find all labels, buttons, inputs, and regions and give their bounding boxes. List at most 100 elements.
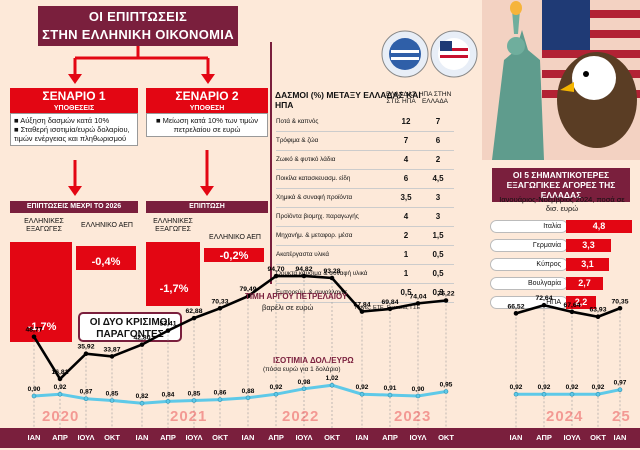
- timeline-month: ΙΟΥΛ: [409, 433, 427, 442]
- oil-value-label: 67,84: [353, 302, 370, 309]
- fx-value-label: 0,91: [384, 385, 397, 392]
- tariff-value: 12: [390, 112, 422, 132]
- fx-value-label: 1,02: [326, 375, 339, 382]
- fx-value-label: 0,90: [28, 386, 41, 393]
- scenario-2-gdp-label: ΕΛΛΗΝΙΚΟ ΑΕΠ: [209, 234, 261, 241]
- oil-fx-line-chart: 48,77 0,90 16,81 0,92 35,92 0,87 33,87 0,85 42,8…: [25, 266, 629, 428]
- fx-chart-title: ΙΣΟΤΙΜΙΑ ΔΟΛ./ΕΥΡΩ: [273, 356, 354, 365]
- markets-subtitle: Ιανουάριος-Νοέμβριος 2024, ποσά σε δισ. …: [499, 195, 625, 213]
- scenario-1-hypothesis-label: ΥΠΟΘΕΣΕΙΣ: [10, 104, 138, 113]
- tariff-category: Μηχανήμ. & μεταφορ. μέσα: [276, 226, 390, 246]
- fx-point: [415, 393, 421, 399]
- fx-value-label: 0,92: [538, 384, 551, 391]
- scenario-2-exports-label: ΕΛΛΗΝΙΚΕΣ ΕΞΑΓΩΓΕΣ: [153, 218, 193, 233]
- tariff-category: Προϊόντα βιομηχ. παραγωγής: [276, 207, 390, 227]
- oil-value-label: 35,92: [77, 344, 94, 351]
- oil-point: [217, 305, 223, 311]
- tariff-row: Ορυκτά καύσιμα & συναφή υλικά 1 0,5: [276, 264, 454, 284]
- tariff-value: 1: [390, 245, 422, 265]
- oil-point: [191, 315, 197, 321]
- oil-value-label: 48,77: [25, 327, 42, 334]
- oil-point: [569, 309, 575, 315]
- fx-point: [301, 386, 307, 392]
- fx-value-label: 0,85: [188, 391, 201, 398]
- fx-chart-subtitle: (πόσα ευρώ για 1 δολάριο): [263, 366, 341, 373]
- scenario-1-arrow: [68, 160, 82, 196]
- oil-point: [387, 306, 393, 312]
- oil-value-label: 94,70: [267, 266, 284, 273]
- oil-point: [109, 354, 115, 359]
- fx-series-line: [33, 383, 447, 405]
- tariff-value: 4,5: [422, 169, 454, 189]
- greek-flag-icon: [381, 30, 429, 78]
- tariff-category: Ορυκτά καύσιμα & συναφή υλικά: [276, 264, 390, 284]
- fx-value-label: 0,98: [298, 379, 311, 386]
- tariff-row: Ακατέργαστα υλικά 1 0,5: [276, 245, 454, 265]
- fx-value-label: 0,95: [440, 382, 453, 389]
- fx-point: [165, 399, 171, 404]
- market-row: Κύπρος 3,1: [490, 256, 638, 275]
- scenario-1-assumptions: ■ Αύξηση δασμών κατά 10% ■ Σταθερή ισοτι…: [10, 113, 138, 146]
- tariff-value: 3: [422, 188, 454, 208]
- market-bar: 2,2: [566, 296, 596, 309]
- tariff-category: Χημικά & συναφή προϊόντα: [276, 188, 390, 208]
- oil-value-label: 66,52: [507, 303, 524, 310]
- oil-point: [513, 311, 519, 316]
- tariff-value: 3: [422, 207, 454, 227]
- fx-point: [31, 393, 37, 399]
- market-bar: 2,7: [566, 277, 603, 290]
- tariff-value: 3,5: [390, 188, 422, 208]
- tariff-row: Εμπορεύμ. & συναλλαγές 0,5 0,3: [276, 283, 454, 303]
- tariff-value: 4: [390, 207, 422, 227]
- oil-series-line: [32, 274, 447, 381]
- tariff-row: Ζωικό & φυτικό λάδια 4 2: [276, 150, 454, 170]
- fx-point: [83, 396, 89, 402]
- fx-point: [329, 382, 335, 388]
- fx-value-label: 0,92: [510, 384, 523, 391]
- oil-point: [443, 298, 449, 303]
- fx-value-label: 0,87: [80, 389, 93, 396]
- fx-point: [513, 391, 519, 397]
- scenario-2-heading: ΣΕΝΑΡΙΟ 2: [146, 88, 268, 104]
- fx-value-label: 0,84: [162, 391, 175, 398]
- oil-value-label: 42,80: [133, 335, 150, 342]
- timeline-month: ΟΚΤ: [438, 433, 454, 442]
- tariff-category: Εμπορεύμ. & συναλλαγές: [276, 283, 390, 303]
- timeline-month: ΟΚΤ: [104, 433, 120, 442]
- fx-point: [273, 391, 279, 397]
- scenario-1-exports-label: ΕΛΛΗΝΙΚΕΣ ΕΞΑΓΩΓΕΣ: [24, 218, 64, 233]
- fx-point: [595, 391, 601, 397]
- tariff-value: 0,5: [422, 264, 454, 284]
- oil-value-label: 93,28: [323, 268, 340, 275]
- fx-point: [57, 391, 63, 397]
- scenario-1-effects-heading: ΕΠΙΠΤΩΣΕΙΣ ΜΕΧΡΙ ΤΟ 2026: [10, 201, 138, 213]
- market-label: Γερμανία: [490, 239, 568, 252]
- oil-value-label: 16,81: [51, 369, 68, 376]
- title-arrows: [68, 46, 215, 84]
- oil-value-label: 72,64: [535, 295, 552, 302]
- oil-point: [245, 293, 251, 299]
- impact-bar: [146, 242, 200, 306]
- fx-point: [359, 391, 365, 397]
- scenario-2-effects-heading: ΕΠΙΠΤΩΣΗ: [146, 201, 268, 213]
- impact-value: -0,4%: [92, 256, 121, 268]
- fx-value-label: 0,97: [614, 380, 627, 387]
- oil-value-label: 67,64: [563, 302, 580, 309]
- scenario-1: ΣΕΝΑΡΙΟ 1 ΥΠΟΘΕΣΕΙΣ ■ Αύξηση δασμών κατά…: [10, 88, 138, 146]
- tariffs-col2-header: ΗΠΑ ΣΤΗΝ ΕΛΛΑΔΑ: [418, 91, 452, 105]
- fx-value-label: 0,92: [592, 384, 605, 391]
- oil-point: [617, 305, 623, 311]
- assumption-item: ■ Μείωση κατά 10% των τιμών πετρελαίου σ…: [155, 116, 259, 134]
- timeline-month: ΑΠΡ: [536, 433, 552, 442]
- tariff-category: Ποτά & καπνός: [276, 112, 390, 132]
- tariff-row: Ποτά & καπνός 12 7: [276, 112, 454, 132]
- fx-point: [191, 398, 197, 403]
- market-bar: 3,3: [566, 239, 611, 252]
- tariff-category: Τρόφιμα & ζώα: [276, 131, 390, 151]
- timeline-month: ΑΠΡ: [160, 433, 176, 442]
- assumption-item: ■ Σταθερή ισοτιμία/ευρώ δολαρίου, τιμών …: [14, 125, 130, 143]
- market-bar: 3,1: [566, 258, 609, 271]
- oil-value-label: 53,41: [159, 321, 176, 328]
- timeline-month: ΟΚΤ: [212, 433, 228, 442]
- oil-point: [595, 314, 601, 320]
